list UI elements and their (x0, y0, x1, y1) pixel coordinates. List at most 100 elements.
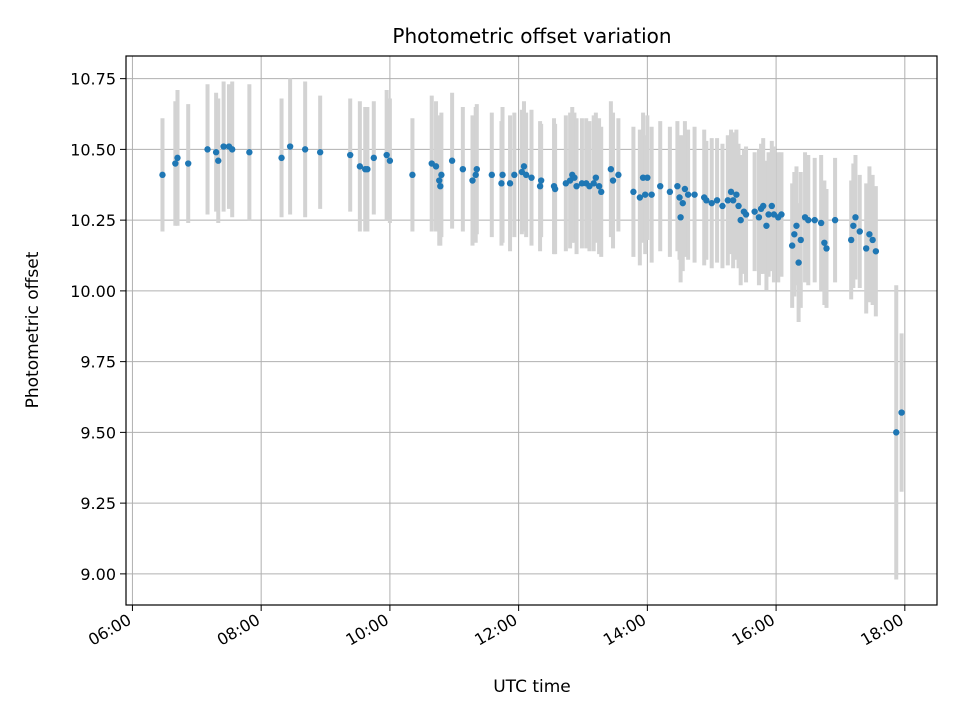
data-point (856, 228, 863, 235)
data-point (522, 171, 530, 179)
data-point (817, 219, 825, 227)
data-point (220, 143, 227, 150)
data-point (537, 177, 545, 184)
y-tick-label: 10.50 (70, 140, 116, 159)
data-point (866, 231, 873, 238)
data-point (805, 216, 812, 224)
data-point (498, 180, 505, 187)
data-point (488, 171, 496, 179)
y-axis-label: Photometric offset (23, 251, 43, 408)
data-point (823, 245, 830, 252)
data-point (729, 197, 737, 204)
data-point (246, 149, 253, 156)
data-point (370, 154, 378, 162)
data-point (691, 191, 698, 198)
data-point (847, 236, 855, 244)
y-tick-label: 9.75 (80, 353, 116, 372)
data-point (615, 171, 622, 179)
y-tick-label: 9.00 (80, 565, 116, 584)
data-point (751, 208, 758, 215)
data-point (278, 154, 285, 162)
data-point (590, 180, 597, 187)
data-point (229, 146, 236, 153)
data-point (636, 194, 644, 201)
y-tick-label: 10.00 (70, 282, 116, 301)
data-point (737, 216, 744, 224)
data-point (679, 199, 686, 207)
data-point (852, 214, 859, 221)
data-point (713, 197, 721, 204)
plot-frame (125, 55, 938, 606)
data-point (708, 199, 715, 207)
data-point (791, 231, 798, 238)
data-point (821, 239, 828, 246)
data-point (674, 182, 681, 190)
data-point (703, 197, 710, 204)
data-point (763, 222, 770, 229)
data-point (364, 165, 371, 173)
data-point (735, 202, 742, 210)
data-point (473, 165, 480, 173)
data-point (472, 171, 479, 179)
data-point (438, 171, 445, 179)
data-point (862, 245, 870, 252)
data-point (386, 157, 394, 164)
data-point (595, 182, 603, 190)
data-point (432, 163, 440, 170)
data-point (506, 180, 514, 187)
data-point (511, 171, 518, 179)
data-point (551, 185, 559, 193)
data-point (811, 216, 818, 224)
data-point (719, 202, 726, 210)
chart-title: Photometric offset variation (392, 24, 671, 48)
data-point (459, 165, 467, 173)
data-point (286, 143, 294, 150)
data-point (174, 154, 181, 162)
data-point (215, 157, 222, 164)
data-point (724, 197, 732, 204)
data-point (733, 191, 740, 198)
y-tick-label: 9.25 (80, 494, 116, 513)
data-point (893, 429, 900, 436)
data-point (347, 151, 354, 159)
data-point (630, 188, 637, 196)
y-tick-label: 10.25 (70, 211, 116, 230)
data-point (448, 157, 456, 164)
data-point (666, 188, 674, 196)
data-point (383, 151, 390, 159)
data-point (742, 211, 750, 218)
data-point (437, 182, 444, 190)
data-point (607, 165, 615, 173)
data-point (436, 177, 443, 184)
data-point (642, 191, 649, 198)
data-point (409, 171, 416, 179)
data-point (872, 248, 880, 255)
data-point (778, 211, 785, 218)
data-point (727, 188, 735, 196)
data-point (536, 182, 544, 190)
data-points (159, 143, 905, 436)
data-point (755, 214, 763, 221)
data-point (573, 182, 580, 190)
data-point (644, 174, 651, 181)
data-point (499, 171, 506, 179)
data-point (850, 222, 857, 229)
y-axis: 9.00 9.25 9.50 9.75 10.00 10.25 10.50 10.75 (70, 70, 126, 584)
data-point (793, 222, 800, 229)
data-point (469, 177, 476, 184)
data-point (898, 409, 905, 416)
data-point (681, 185, 689, 193)
data-point (657, 182, 664, 190)
data-point (648, 191, 655, 198)
data-point (301, 146, 309, 153)
y-tick-label: 9.50 (80, 423, 116, 442)
data-point (609, 177, 617, 184)
data-point (598, 188, 605, 196)
data-point (788, 242, 796, 249)
data-point (795, 259, 802, 266)
data-point (204, 146, 211, 153)
data-point (760, 202, 767, 210)
data-point (831, 216, 839, 224)
data-point (676, 194, 683, 201)
